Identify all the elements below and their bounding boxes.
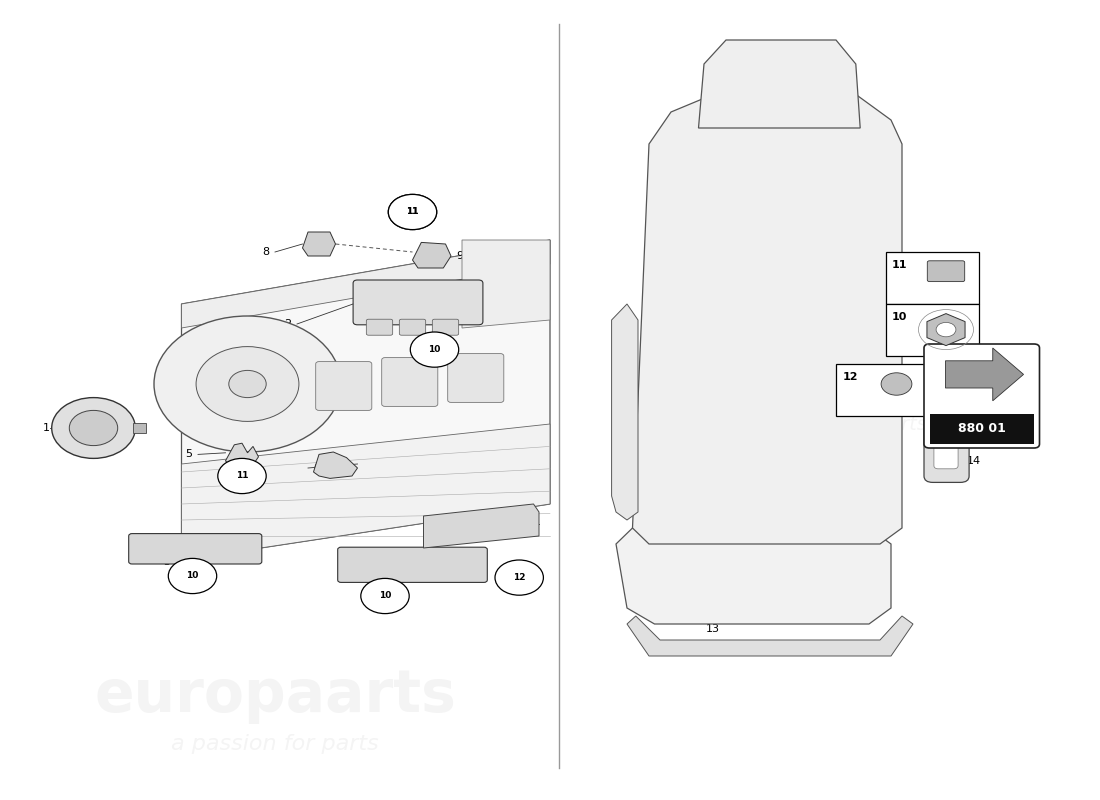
Text: 10: 10	[892, 312, 907, 322]
Text: a passion for parts: a passion for parts	[745, 414, 927, 434]
Polygon shape	[182, 240, 550, 560]
Text: 10: 10	[186, 571, 199, 581]
Polygon shape	[945, 348, 1023, 401]
FancyBboxPatch shape	[316, 362, 372, 410]
FancyBboxPatch shape	[129, 534, 262, 564]
Polygon shape	[412, 242, 451, 268]
Text: 5: 5	[186, 450, 192, 459]
Circle shape	[388, 194, 437, 230]
Text: 14: 14	[967, 456, 980, 466]
Text: 11: 11	[892, 260, 907, 270]
FancyBboxPatch shape	[930, 414, 1034, 444]
Text: europaarts: europaarts	[698, 362, 974, 406]
Text: europaarts: europaarts	[95, 667, 455, 725]
Circle shape	[168, 558, 217, 594]
Polygon shape	[182, 424, 550, 560]
Circle shape	[388, 194, 437, 230]
Text: a passion for parts: a passion for parts	[172, 734, 378, 754]
Text: 6: 6	[314, 463, 320, 473]
FancyBboxPatch shape	[886, 252, 979, 304]
Text: 13: 13	[706, 624, 719, 634]
Polygon shape	[302, 232, 336, 256]
Circle shape	[936, 322, 956, 337]
FancyBboxPatch shape	[448, 354, 504, 402]
FancyBboxPatch shape	[432, 319, 459, 335]
Text: 10: 10	[428, 345, 441, 354]
FancyBboxPatch shape	[366, 319, 393, 335]
Circle shape	[495, 560, 543, 595]
Text: 12: 12	[513, 573, 526, 582]
Polygon shape	[133, 423, 146, 433]
FancyBboxPatch shape	[924, 344, 1040, 448]
Polygon shape	[927, 314, 965, 346]
Circle shape	[154, 316, 341, 452]
Circle shape	[69, 410, 118, 446]
FancyBboxPatch shape	[886, 304, 979, 356]
Text: 12: 12	[843, 372, 858, 382]
FancyBboxPatch shape	[836, 364, 930, 416]
Text: 7: 7	[478, 519, 485, 529]
FancyBboxPatch shape	[399, 319, 426, 335]
Polygon shape	[462, 240, 550, 328]
Polygon shape	[632, 96, 902, 544]
Text: 10: 10	[378, 591, 392, 601]
FancyBboxPatch shape	[924, 394, 969, 482]
FancyBboxPatch shape	[338, 547, 487, 582]
Circle shape	[881, 373, 912, 395]
Text: 4: 4	[365, 594, 372, 603]
Circle shape	[410, 332, 459, 367]
Text: 1: 1	[43, 423, 50, 433]
FancyBboxPatch shape	[353, 280, 483, 325]
FancyBboxPatch shape	[382, 358, 438, 406]
Text: 2: 2	[285, 319, 292, 329]
Text: 11: 11	[406, 207, 419, 217]
Circle shape	[52, 398, 135, 458]
Text: 11: 11	[406, 207, 419, 217]
Text: 11: 11	[235, 471, 249, 481]
Circle shape	[229, 370, 266, 398]
Polygon shape	[424, 504, 539, 548]
Polygon shape	[627, 616, 913, 656]
Polygon shape	[226, 443, 258, 467]
FancyBboxPatch shape	[934, 406, 958, 469]
Circle shape	[218, 458, 266, 494]
Circle shape	[196, 346, 299, 422]
Circle shape	[361, 578, 409, 614]
Text: 880 01: 880 01	[958, 422, 1005, 435]
Text: 8: 8	[263, 247, 270, 257]
Polygon shape	[612, 304, 638, 520]
FancyBboxPatch shape	[927, 261, 965, 282]
Text: 3: 3	[164, 557, 170, 566]
Polygon shape	[698, 40, 860, 128]
Polygon shape	[182, 240, 550, 328]
Text: 9: 9	[456, 251, 463, 261]
Polygon shape	[314, 452, 358, 478]
Polygon shape	[616, 528, 891, 624]
